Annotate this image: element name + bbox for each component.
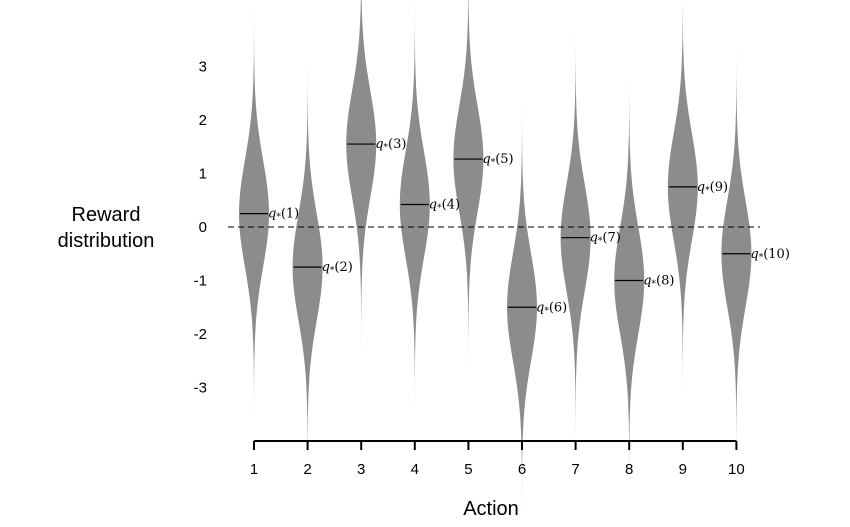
violins-group bbox=[239, 0, 752, 516]
mean-label-action-4: q*(4) bbox=[429, 198, 460, 214]
mean-label-action-3: q*(3) bbox=[375, 137, 406, 153]
y-axis-title-line-1: Reward bbox=[72, 204, 141, 226]
x-tick-label: 4 bbox=[411, 461, 419, 478]
x-tick-label: 9 bbox=[679, 461, 687, 478]
y-tick-label: 3 bbox=[199, 59, 207, 76]
mean-label-action-8: q*(8) bbox=[643, 274, 674, 290]
mean-label-action-9: q*(9) bbox=[697, 180, 728, 196]
x-tick-label: 7 bbox=[571, 461, 579, 478]
y-axis-title-line-2: distribution bbox=[58, 230, 155, 252]
y-tick-label: -1 bbox=[194, 273, 207, 290]
x-tick-label: 6 bbox=[518, 461, 526, 478]
y-tick-label: 2 bbox=[199, 112, 207, 129]
x-tick-label: 5 bbox=[464, 461, 472, 478]
mean-label-action-6: q*(6) bbox=[536, 300, 567, 316]
y-tick-label: 1 bbox=[199, 166, 207, 183]
x-tick-label: 10 bbox=[728, 461, 745, 478]
mean-label-action-10: q*(10) bbox=[750, 247, 790, 263]
y-tick-label: -2 bbox=[194, 326, 207, 343]
x-tick-label: 8 bbox=[625, 461, 633, 478]
y-tick-labels: 3 2 1 0 -1 -2 -3 bbox=[194, 59, 207, 397]
y-tick-label: -3 bbox=[194, 380, 207, 397]
violin-action-5 bbox=[453, 0, 484, 368]
x-tick-label: 2 bbox=[303, 461, 311, 478]
mean-label-action-5: q*(5) bbox=[482, 152, 513, 168]
mean-marks-group: q*(1) q*(2) q*(3) q*(4) q*(5) q*(6) q*(7) q*(8)… bbox=[240, 137, 790, 316]
violin-action-9 bbox=[667, 0, 698, 396]
x-tick-label: 3 bbox=[357, 461, 365, 478]
violin-action-3 bbox=[346, 0, 377, 353]
mean-label-action-1: q*(1) bbox=[268, 207, 299, 223]
mean-label-action-2: q*(2) bbox=[322, 260, 353, 276]
mean-label-action-7: q*(7) bbox=[590, 231, 621, 247]
violin-action-4 bbox=[399, 0, 430, 414]
x-axis-title: Action bbox=[463, 498, 519, 520]
x-tick-label: 1 bbox=[250, 461, 258, 478]
x-tick-marks: 1 2 3 4 5 6 7 8 9 10 bbox=[250, 441, 745, 478]
y-tick-label: 0 bbox=[199, 219, 207, 236]
